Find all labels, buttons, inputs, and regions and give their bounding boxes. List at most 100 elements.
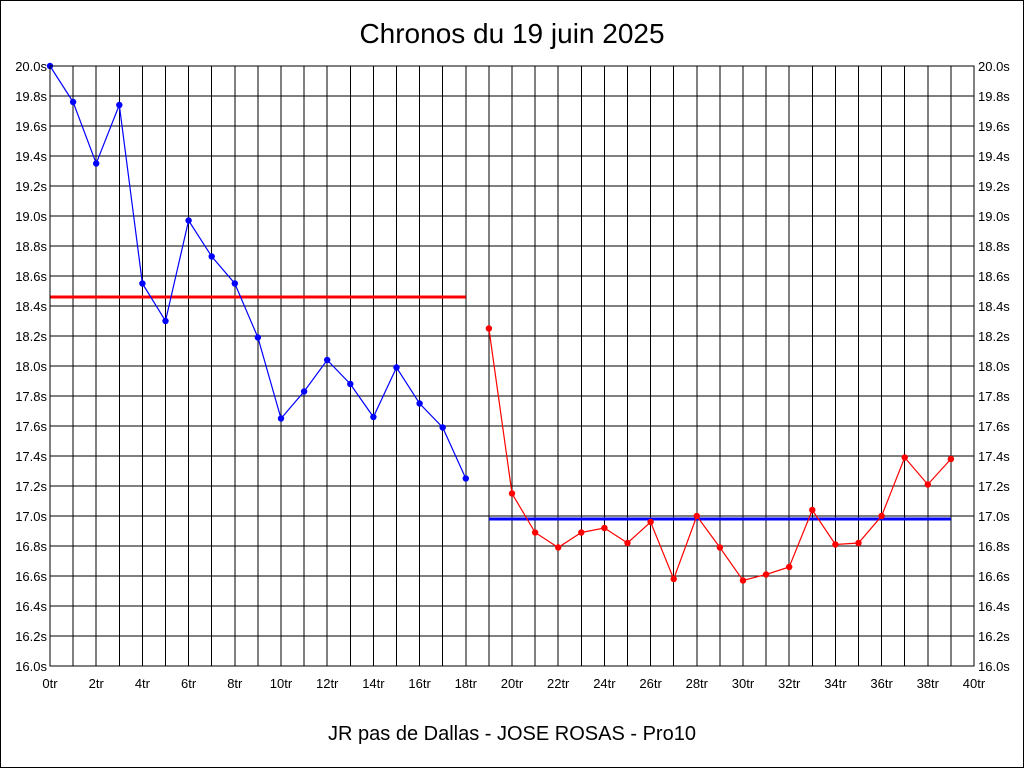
- x-tick-label: 30tr: [732, 676, 755, 691]
- y-tick-label-left: 18.2s: [15, 329, 47, 344]
- y-tick-label-left: 18.6s: [15, 269, 47, 284]
- data-point: [347, 380, 354, 388]
- y-tick-label-left: 20.0s: [15, 59, 47, 74]
- data-point: [462, 475, 469, 482]
- y-tick-label-left: 16.2s: [15, 629, 47, 644]
- data-point: [578, 529, 585, 536]
- data-point: [208, 253, 215, 260]
- data-point: [531, 529, 539, 536]
- y-tick-label-right: 18.2s: [978, 329, 1010, 344]
- x-tick-label: 2tr: [89, 676, 105, 691]
- y-tick-label-right: 18.8s: [978, 239, 1010, 254]
- data-point: [647, 518, 654, 526]
- data-point: [93, 160, 100, 167]
- y-tick-label-left: 16.0s: [15, 659, 47, 674]
- y-tick-label-left: 17.8s: [15, 389, 47, 404]
- y-tick-label-left: 19.4s: [15, 149, 47, 164]
- data-point: [139, 280, 146, 287]
- chart-footer: JR pas de Dallas - JOSE ROSAS - Pro10: [328, 723, 696, 745]
- data-point: [485, 325, 493, 332]
- data-point: [69, 98, 77, 106]
- data-point: [924, 481, 931, 488]
- x-tick-label: 28tr: [686, 676, 709, 691]
- data-point: [300, 388, 308, 395]
- y-tick-label-left: 18.4s: [15, 299, 47, 314]
- y-tick-label-right: 16.8s: [978, 539, 1010, 554]
- x-tick-label: 4tr: [135, 676, 151, 691]
- data-point: [162, 317, 169, 325]
- y-tick-label-left: 18.0s: [15, 359, 47, 374]
- x-tick-label: 22tr: [547, 676, 570, 691]
- data-point: [693, 512, 700, 520]
- y-tick-label-right: 16.2s: [978, 629, 1010, 644]
- average-lines: [50, 295, 951, 521]
- data-point: [739, 577, 747, 584]
- y-tick-label-right: 18.0s: [978, 359, 1010, 374]
- data-point: [947, 455, 955, 463]
- x-tick-label: 32tr: [778, 676, 801, 691]
- series: [46, 62, 955, 584]
- y-tick-label-left: 19.8s: [15, 89, 47, 104]
- y-tick-label-left: 17.0s: [15, 509, 47, 524]
- data-point: [393, 364, 400, 371]
- data-point: [416, 400, 423, 407]
- x-tick-label: 18tr: [455, 676, 478, 691]
- grid: [49, 65, 975, 667]
- y-tick-label-left: 18.8s: [15, 239, 47, 254]
- data-point: [832, 541, 839, 548]
- x-tick-label: 8tr: [227, 676, 243, 691]
- y-tick-label-right: 18.6s: [978, 269, 1010, 284]
- x-tick-label: 14tr: [362, 676, 385, 691]
- data-point: [809, 506, 816, 514]
- chart-title: Chronos du 19 juin 2025: [359, 18, 665, 49]
- y-tick-label-right: 16.4s: [978, 599, 1010, 614]
- data-point: [878, 512, 885, 520]
- axes: 16.0s 16.0s 16.2s 16.2s 16.4s 16.4s 16.6s 16.6s…: [15, 59, 1010, 691]
- y-tick-label-right: 20.0s: [978, 59, 1010, 74]
- x-tick-label: 24tr: [593, 676, 616, 691]
- x-tick-label: 26tr: [639, 676, 662, 691]
- y-tick-label-right: 19.0s: [978, 209, 1010, 224]
- x-tick-label: 38tr: [917, 676, 940, 691]
- y-tick-label-right: 17.8s: [978, 389, 1010, 404]
- x-tick-label: 12tr: [316, 676, 339, 691]
- y-tick-label-left: 16.8s: [15, 539, 47, 554]
- y-tick-label-right: 19.8s: [978, 89, 1010, 104]
- data-point: [254, 334, 262, 341]
- y-tick-label-right: 17.0s: [978, 509, 1010, 524]
- data-point: [601, 524, 608, 532]
- x-tick-label: 6tr: [181, 676, 197, 691]
- x-tick-label: 40tr: [963, 676, 986, 691]
- y-tick-label-right: 17.6s: [978, 419, 1010, 434]
- y-tick-label-left: 16.6s: [15, 569, 47, 584]
- y-tick-label-right: 16.6s: [978, 569, 1010, 584]
- data-point: [439, 424, 446, 431]
- x-tick-label: 34tr: [824, 676, 847, 691]
- data-point: [370, 413, 377, 421]
- data-point: [231, 280, 238, 287]
- data-point: [670, 575, 677, 583]
- y-tick-label-left: 17.2s: [15, 479, 47, 494]
- x-tick-label: 16tr: [408, 676, 431, 691]
- y-tick-label-right: 17.2s: [978, 479, 1010, 494]
- plot-area-border: [49, 65, 975, 667]
- y-tick-label-right: 19.6s: [978, 119, 1010, 134]
- y-tick-label-left: 19.2s: [15, 179, 47, 194]
- x-tick-label: 36tr: [870, 676, 893, 691]
- data-point: [508, 490, 516, 497]
- data-point: [185, 217, 192, 224]
- y-tick-label-left: 17.6s: [15, 419, 47, 434]
- data-point: [716, 544, 724, 551]
- data-point: [855, 539, 862, 547]
- x-tick-label: 0tr: [42, 676, 58, 691]
- x-tick-label: 20tr: [501, 676, 524, 691]
- y-tick-label-left: 16.4s: [15, 599, 47, 614]
- data-point: [762, 571, 770, 578]
- y-tick-label-right: 17.4s: [978, 449, 1010, 464]
- x-tick-label: 10tr: [270, 676, 293, 691]
- data-point: [555, 544, 562, 551]
- y-tick-label-left: 19.6s: [15, 119, 47, 134]
- data-point: [624, 539, 631, 547]
- data-point: [324, 356, 331, 364]
